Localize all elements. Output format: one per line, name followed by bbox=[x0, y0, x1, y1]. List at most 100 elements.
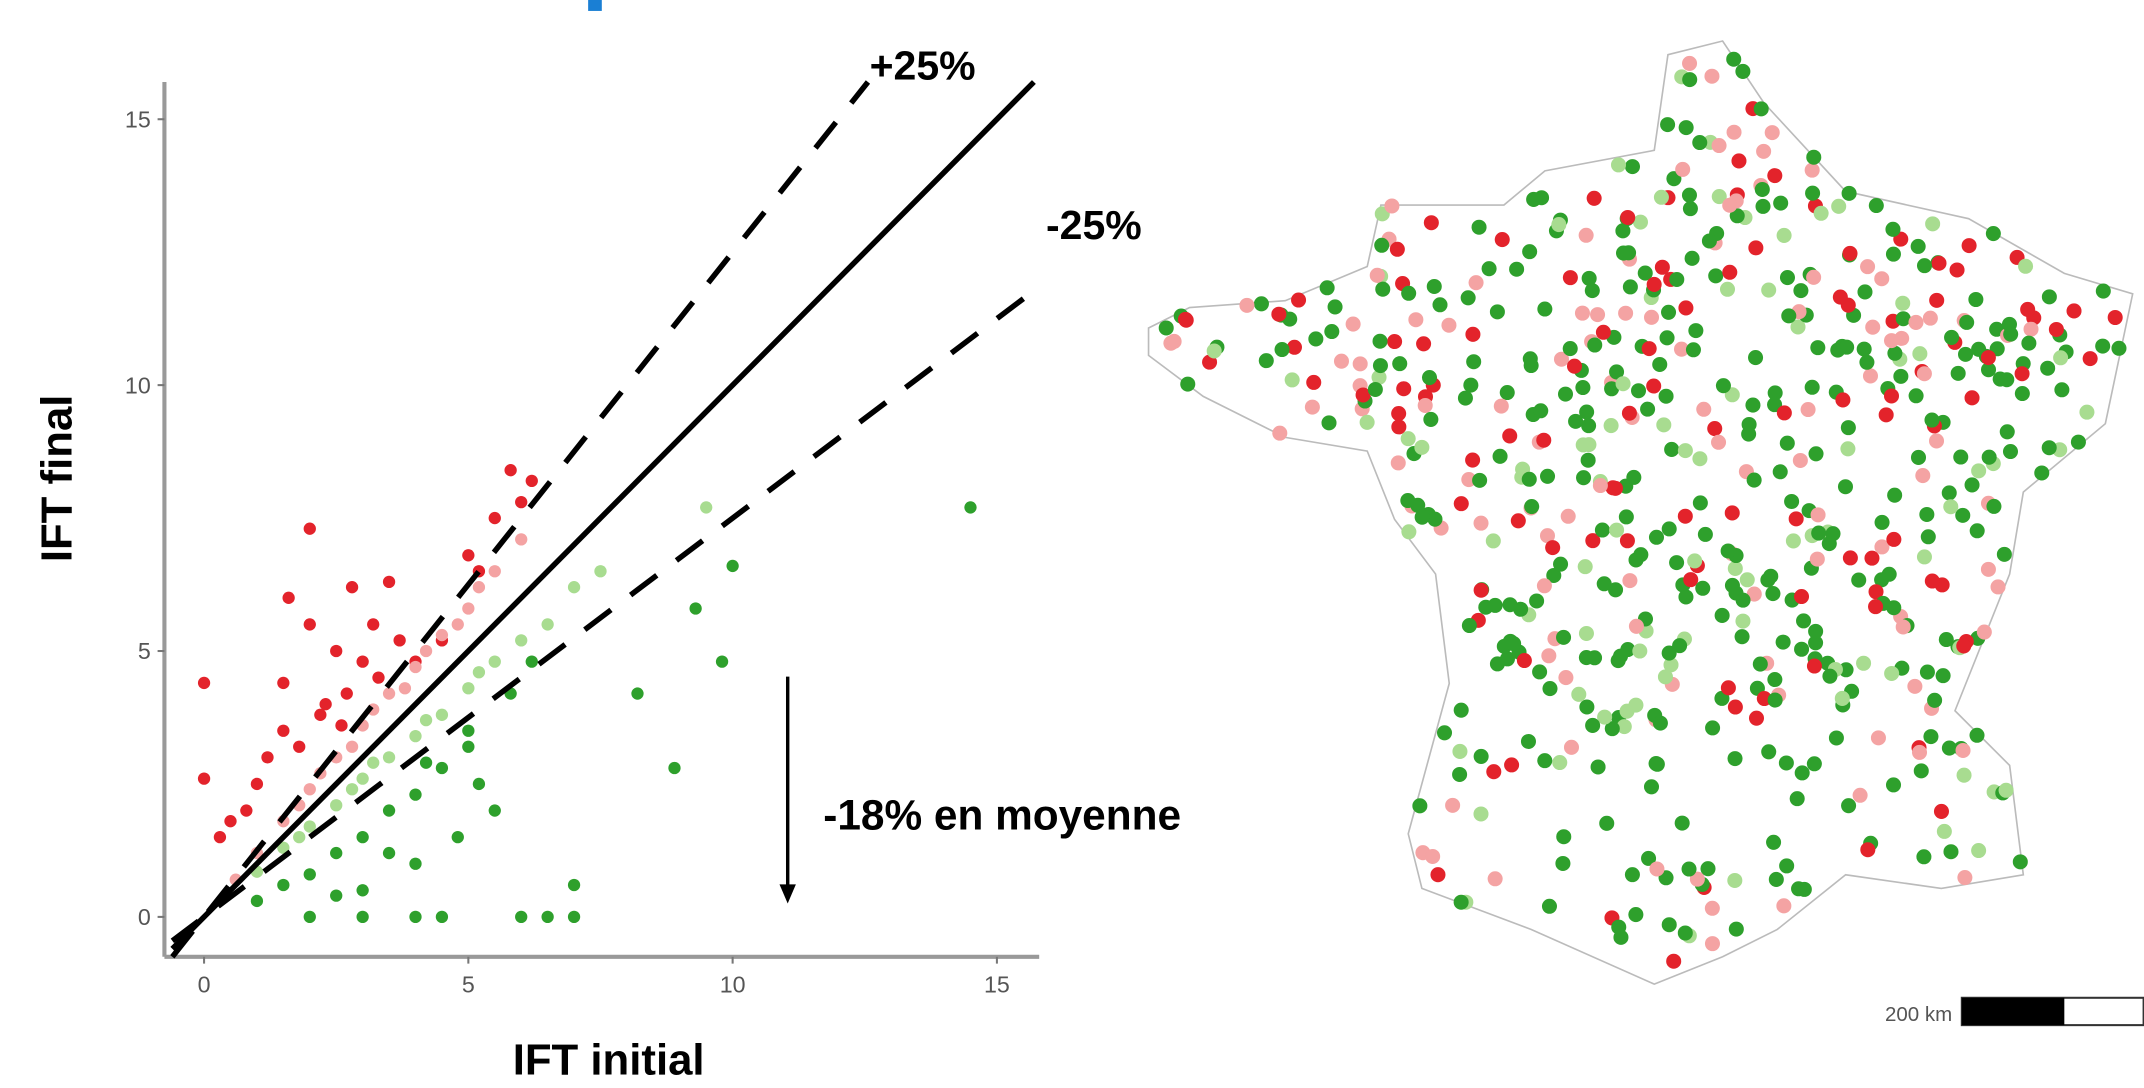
map-dot bbox=[2107, 309, 2123, 326]
map-dot bbox=[2095, 338, 2111, 354]
map-dot bbox=[1851, 572, 1867, 588]
map-dot bbox=[1840, 420, 1856, 436]
map-dot bbox=[1628, 618, 1644, 634]
point bbox=[689, 602, 702, 615]
map-dot bbox=[1724, 505, 1740, 521]
map-dot bbox=[1622, 279, 1638, 295]
map-dot bbox=[1628, 552, 1644, 568]
title-fragment bbox=[588, 0, 602, 11]
map-dot bbox=[1672, 638, 1688, 654]
map-dot bbox=[1272, 425, 1288, 441]
map-dot bbox=[1453, 702, 1469, 718]
point bbox=[515, 533, 528, 546]
map-dot bbox=[1796, 881, 1812, 897]
map-dot bbox=[1499, 385, 1515, 401]
map-dot bbox=[1654, 259, 1670, 275]
map-dot bbox=[1540, 468, 1556, 484]
point bbox=[409, 729, 422, 743]
map-dot bbox=[1387, 334, 1403, 350]
point bbox=[462, 549, 475, 562]
map-dot bbox=[1916, 258, 1933, 274]
map-dot bbox=[1794, 641, 1810, 657]
map-dot bbox=[1615, 376, 1631, 392]
map-dot bbox=[1649, 861, 1665, 877]
map-dot bbox=[1868, 197, 1884, 214]
map-dot bbox=[1590, 759, 1606, 775]
map-dot bbox=[1908, 388, 1924, 404]
map-dot bbox=[1685, 342, 1701, 358]
map-dot bbox=[1678, 300, 1694, 316]
map-dot bbox=[1677, 508, 1693, 524]
map-dot bbox=[1552, 754, 1568, 771]
map-dot bbox=[1999, 424, 2015, 440]
map-dot bbox=[1684, 250, 1700, 266]
map-dot bbox=[1741, 416, 1757, 433]
point bbox=[367, 756, 380, 769]
map-dot bbox=[1839, 339, 1855, 355]
map-dot bbox=[1659, 330, 1675, 346]
map-dot bbox=[1661, 917, 1677, 933]
map-dot bbox=[1678, 589, 1694, 605]
map-dot bbox=[1766, 834, 1782, 850]
map-dot bbox=[1304, 399, 1320, 415]
map-dot bbox=[1628, 907, 1644, 923]
map-dot bbox=[1390, 455, 1406, 471]
map-dot bbox=[1728, 921, 1744, 937]
map-dot bbox=[1481, 261, 1497, 277]
point bbox=[462, 724, 475, 737]
map-dot bbox=[1842, 245, 1858, 261]
map-dot bbox=[1776, 898, 1792, 914]
scale-label: 200 km bbox=[1885, 1003, 1952, 1026]
map-dot bbox=[1908, 314, 1924, 330]
map-dot bbox=[2001, 316, 2017, 332]
map-dot bbox=[1822, 668, 1838, 684]
point bbox=[213, 830, 227, 844]
map-dot bbox=[1692, 135, 1708, 151]
map-dot bbox=[1760, 572, 1776, 588]
map-dot bbox=[1949, 262, 1965, 278]
map-dot bbox=[1541, 648, 1557, 664]
map-dot bbox=[1813, 205, 1829, 221]
point bbox=[356, 910, 369, 924]
map-dot bbox=[2014, 386, 2030, 402]
point bbox=[356, 884, 369, 897]
map-dot bbox=[1933, 803, 1949, 819]
map-dot bbox=[1976, 624, 1992, 640]
map-dot bbox=[1715, 378, 1731, 394]
map-dot bbox=[1457, 390, 1473, 406]
point bbox=[715, 655, 729, 668]
map-dot bbox=[1765, 586, 1781, 602]
map-dot bbox=[1695, 580, 1711, 596]
map-dot bbox=[1624, 159, 1640, 175]
point bbox=[330, 889, 343, 902]
map-dot bbox=[1452, 743, 1468, 759]
map-dot bbox=[1907, 678, 1923, 694]
map-dot bbox=[1489, 656, 1505, 672]
map-dot bbox=[1944, 329, 1960, 345]
map-dot bbox=[2111, 340, 2127, 356]
map-dot bbox=[1957, 346, 1974, 362]
map-dot bbox=[1445, 797, 1461, 813]
map-dot bbox=[1916, 849, 1932, 865]
point bbox=[435, 910, 449, 924]
map-dot bbox=[1258, 353, 1274, 369]
reference-line bbox=[170, 284, 1041, 944]
map-dot bbox=[1575, 380, 1591, 396]
map-dot bbox=[1616, 719, 1632, 735]
map-dot bbox=[1832, 289, 1848, 305]
map-dot bbox=[1746, 472, 1762, 488]
map-dot bbox=[1748, 350, 1764, 366]
map-dot bbox=[1789, 791, 1805, 807]
map-dot bbox=[1355, 387, 1371, 403]
map-dot bbox=[1700, 861, 1716, 877]
map-dot bbox=[1416, 336, 1432, 352]
map-dot bbox=[1574, 305, 1590, 321]
map-dot bbox=[1284, 372, 1300, 388]
point bbox=[409, 910, 422, 924]
map-dot bbox=[2021, 335, 2037, 351]
map-dot bbox=[1421, 370, 1438, 386]
point bbox=[525, 474, 538, 487]
map-dot bbox=[2014, 366, 2030, 382]
map-dot bbox=[1682, 55, 1698, 71]
